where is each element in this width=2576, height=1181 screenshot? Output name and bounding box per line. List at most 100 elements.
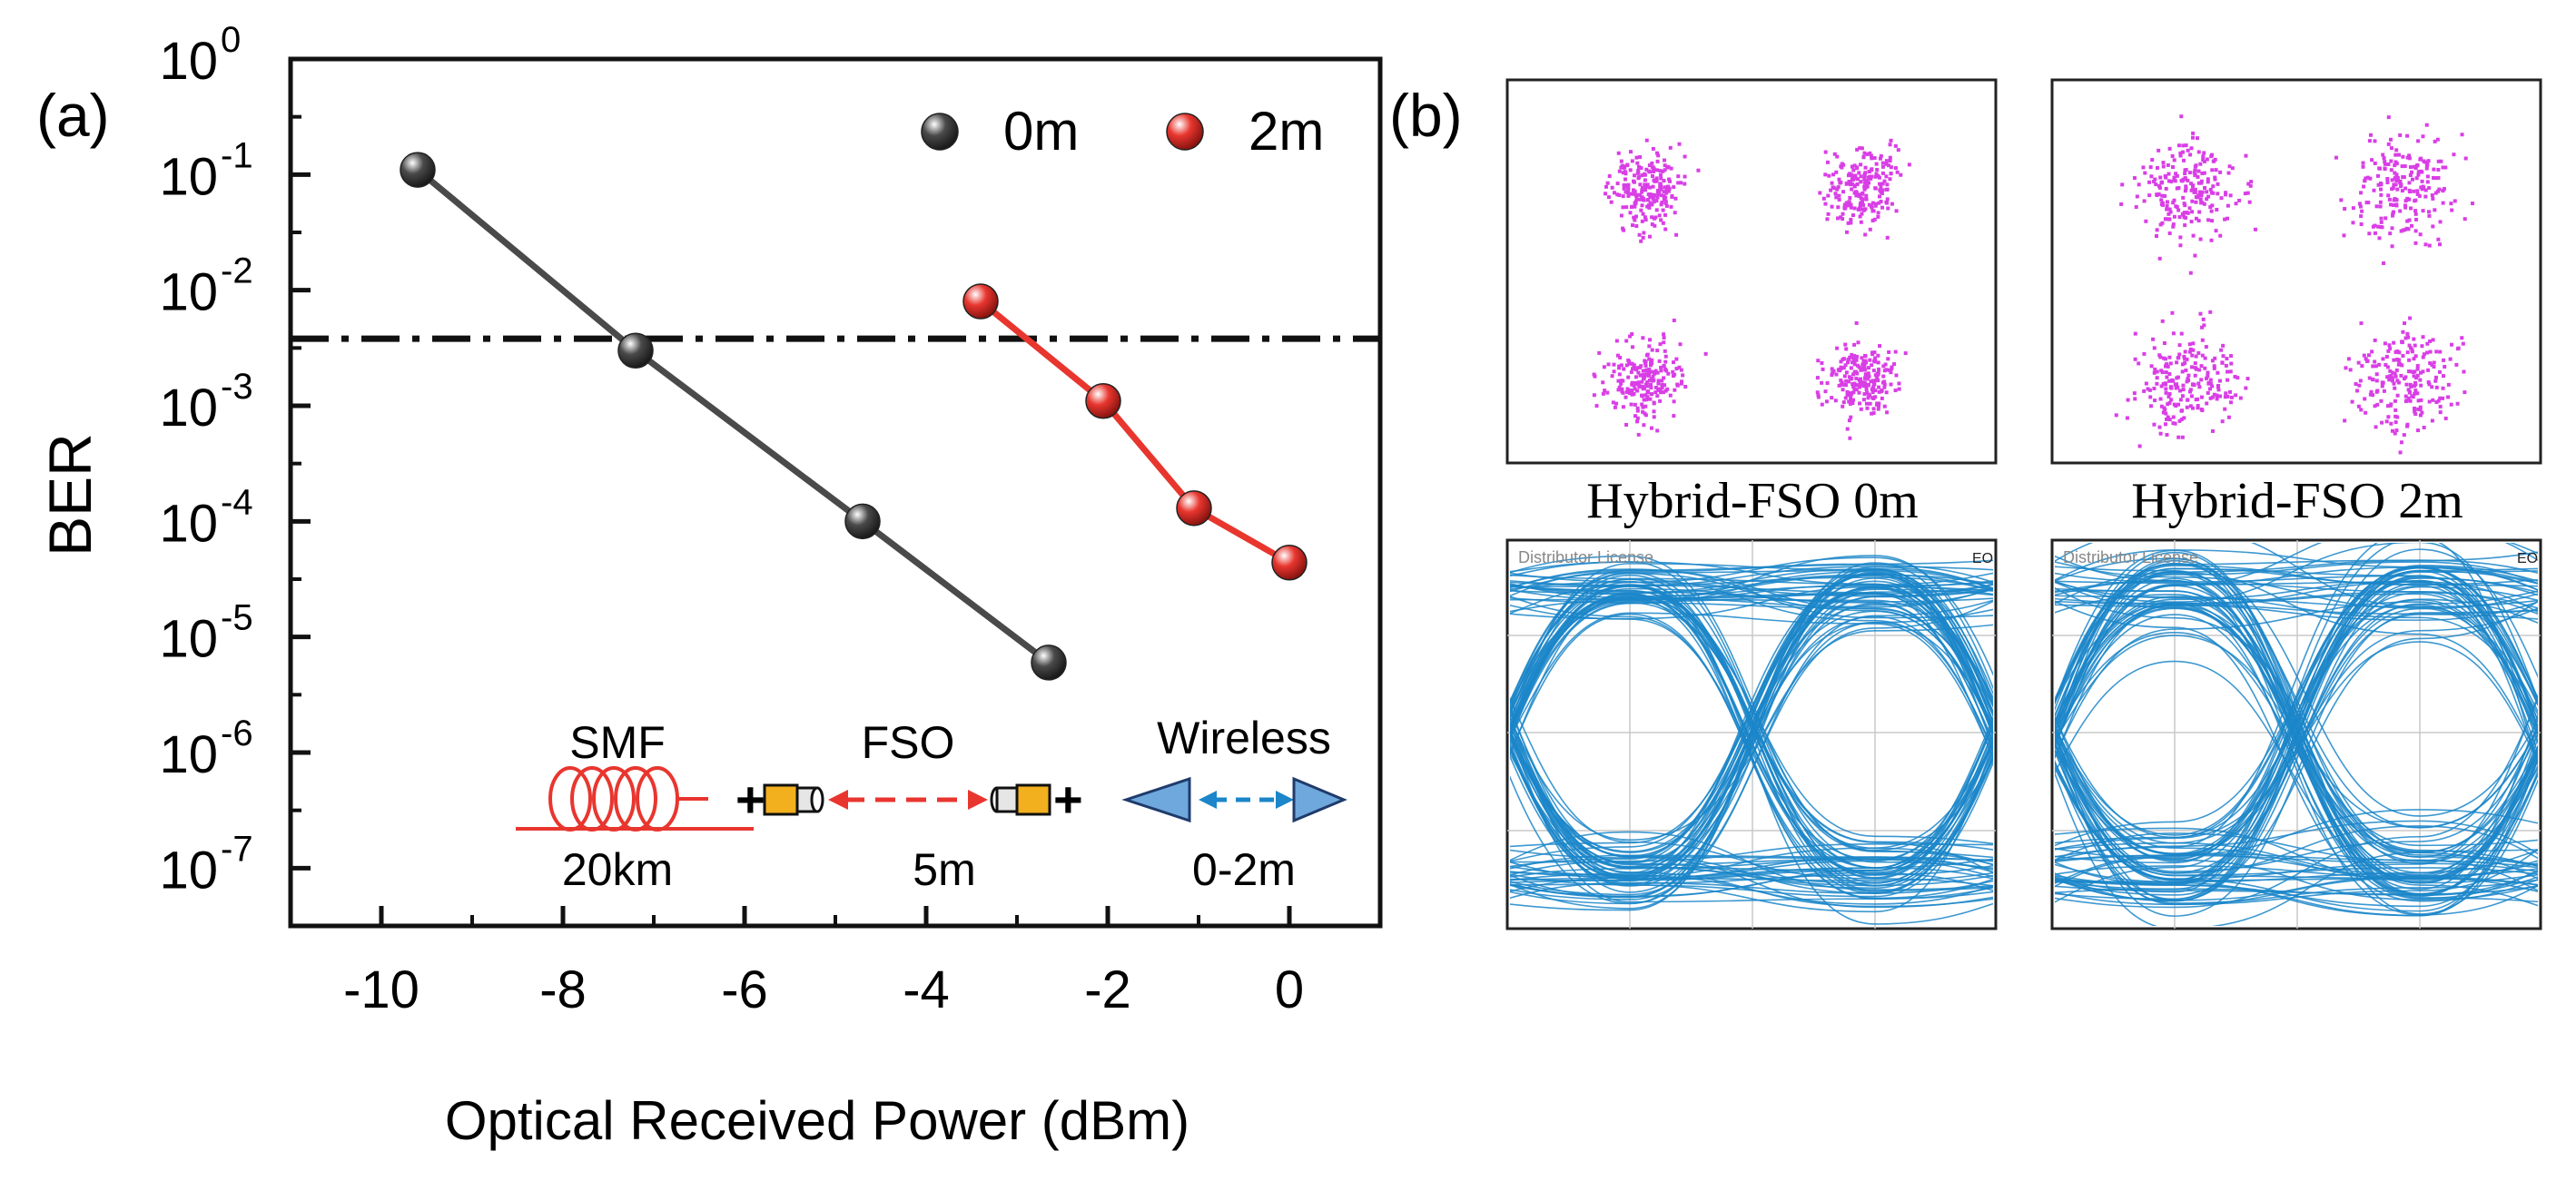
constellation-point xyxy=(2374,389,2379,394)
constellation-point xyxy=(1635,389,1640,393)
eye-trace xyxy=(1510,604,1993,869)
constellation-point xyxy=(2403,321,2407,326)
constellation-point xyxy=(2187,342,2192,347)
constellation-point xyxy=(2387,197,2392,202)
constellation-point xyxy=(2229,354,2234,359)
constellation-point xyxy=(2168,210,2173,214)
constellation-point xyxy=(2229,395,2234,399)
constellation-point xyxy=(2193,164,2197,169)
constellation-2m-frame xyxy=(2050,78,2542,465)
legend: 0m 2m xyxy=(921,101,1324,162)
constellation-point xyxy=(2362,184,2366,189)
constellation-point xyxy=(2227,164,2232,169)
constellation-point xyxy=(2188,347,2193,351)
constellation-point xyxy=(2415,391,2420,396)
constellation-point xyxy=(2443,364,2447,369)
constellation-point xyxy=(2164,186,2168,191)
constellation-point xyxy=(2146,387,2150,391)
constellation-point xyxy=(2147,180,2152,184)
constellation-point xyxy=(2210,168,2215,172)
constellation-point xyxy=(1660,200,1664,204)
constellation-point xyxy=(2163,193,2167,198)
constellation-point xyxy=(2181,150,2186,154)
constellation-point xyxy=(1879,184,1883,189)
constellation-point xyxy=(1663,163,1667,168)
constellation-point xyxy=(1597,350,1602,355)
constellation-point xyxy=(1639,393,1643,398)
constellation-point xyxy=(2226,415,2231,419)
constellation-point xyxy=(2196,150,2201,154)
constellation-point xyxy=(2394,162,2399,166)
constellation-point xyxy=(2430,362,2434,367)
constellation-point xyxy=(1625,387,1630,391)
constellation-point xyxy=(1650,358,1654,362)
constellation-point xyxy=(2438,410,2443,415)
constellation-point xyxy=(2172,158,2176,162)
constellation-point xyxy=(1655,370,1660,375)
constellation-point xyxy=(2154,182,2158,187)
constellation-point xyxy=(1644,138,1649,143)
eye-trace xyxy=(2055,753,2538,926)
constellation-point xyxy=(1858,146,1862,151)
constellation-point xyxy=(2183,176,2187,181)
eye-trace xyxy=(1510,592,1993,760)
constellation-point xyxy=(2200,190,2205,194)
constellation-point xyxy=(1662,190,1666,194)
constellation-point xyxy=(2180,369,2185,374)
constellation-point xyxy=(2148,395,2153,399)
constellation-point xyxy=(2395,358,2400,362)
constellation-point xyxy=(1649,386,1653,390)
eye-trace xyxy=(1510,573,1993,886)
constellation-point xyxy=(2171,421,2176,426)
constellation-point xyxy=(1636,380,1641,385)
constellation-point xyxy=(2407,153,2412,158)
constellation-point xyxy=(2163,174,2167,179)
constellation-point xyxy=(2216,388,2221,392)
eye-diagram-2m: Distributor License EO xyxy=(2050,538,2542,930)
eye-trace xyxy=(1510,709,1993,909)
constellation-point xyxy=(1869,176,1873,181)
y-tick-exponent: -2 xyxy=(221,251,253,291)
constellation-point xyxy=(2159,384,2164,389)
constellation-point xyxy=(2169,179,2174,183)
constellation-point xyxy=(1890,202,1894,206)
constellation-point xyxy=(2214,168,2218,172)
constellation-point xyxy=(2190,210,2195,214)
constellation-point xyxy=(1852,359,1857,364)
eye-trace xyxy=(1510,587,1993,743)
constellation-point xyxy=(2183,168,2187,172)
constellation-point xyxy=(2211,191,2216,195)
constellation-point xyxy=(2158,175,2163,180)
eye-trace xyxy=(2055,580,2538,615)
constellation-point xyxy=(1646,372,1651,377)
constellation-point xyxy=(1648,369,1653,374)
constellation-point xyxy=(2395,187,2400,192)
constellation-point xyxy=(2416,139,2421,143)
constellation-point xyxy=(1835,346,1840,350)
constellation-point xyxy=(1836,216,1841,221)
constellation-point xyxy=(2167,231,2172,236)
constellation-point xyxy=(1845,393,1850,398)
constellation-point xyxy=(1884,159,1889,163)
constellation-point xyxy=(2202,323,2206,328)
constellation-point xyxy=(2428,339,2433,343)
fso-label: FSO xyxy=(862,717,955,768)
panel-label-a: (a) xyxy=(36,82,110,149)
constellation-point xyxy=(1865,152,1870,156)
constellation-point xyxy=(2430,193,2434,198)
eye-trace xyxy=(2055,696,2538,909)
constellation-point xyxy=(2152,179,2157,183)
constellation-point xyxy=(1645,397,1650,401)
constellation-point xyxy=(1676,174,1681,179)
constellation-point xyxy=(2248,183,2253,188)
constellation-point xyxy=(1873,389,1878,393)
constellation-point xyxy=(2390,244,2394,249)
constellation-point xyxy=(2373,161,2377,165)
constellation-point xyxy=(2153,177,2157,182)
constellation-point xyxy=(2400,189,2404,193)
constellation-point xyxy=(1864,360,1869,365)
constellation-point xyxy=(1640,195,1644,200)
y-axis-label: BER xyxy=(36,433,104,556)
constellation-point xyxy=(2171,224,2176,229)
constellation-point xyxy=(2334,155,2339,160)
